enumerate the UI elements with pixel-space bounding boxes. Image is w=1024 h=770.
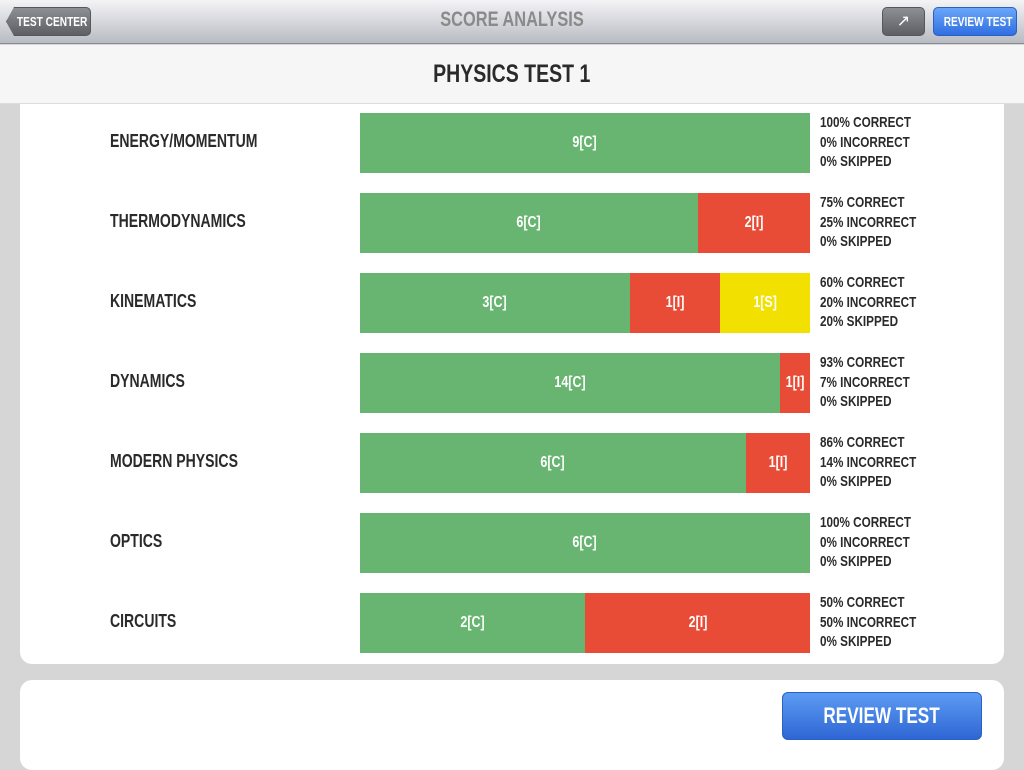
- topic-name: MODERN PHYSICS: [110, 451, 238, 471]
- skipped-percent: 0% SKIPPED: [820, 473, 892, 490]
- topic-name: ENERGY/MOMENTUM: [110, 131, 258, 151]
- incorrect-percent: 0% INCORRECT: [820, 133, 910, 151]
- score-bar: 6[C]: [360, 513, 810, 573]
- correct-segment: 6[C]: [360, 433, 746, 493]
- skipped-percent: 0% SKIPPED: [820, 633, 892, 650]
- incorrect-count-label: 1[I]: [785, 374, 805, 391]
- review-test-top-button[interactable]: REVIEW TEST: [933, 7, 1017, 36]
- review-test-label: REVIEW TEST: [823, 703, 941, 728]
- skipped-segment: 1[S]: [720, 273, 810, 333]
- correct-percent: 100% CORRECT: [820, 114, 912, 131]
- score-bar: 2[C] 2[I]: [360, 593, 810, 653]
- incorrect-segment: 1[I]: [630, 273, 720, 333]
- share-button[interactable]: ↗︎: [882, 7, 925, 36]
- skipped-percent: 20% SKIPPED: [820, 313, 899, 330]
- skipped-percent: 0% SKIPPED: [820, 153, 892, 170]
- topic-row: ENERGY/MOMENTUM 9[C] 100% CORRECT 0% INC…: [20, 113, 1004, 173]
- topic-row: THERMODYNAMICS 6[C] 2[I] 75% CORRECT 25% …: [20, 193, 1004, 253]
- topic-name: CIRCUITS: [110, 611, 177, 631]
- correct-percent: 60% CORRECT: [820, 274, 905, 291]
- skipped-percent: 0% SKIPPED: [820, 393, 892, 410]
- page-title: PHYSICS TEST 1: [0, 45, 1024, 104]
- nav-title: SCORE ANALYSIS: [0, 8, 1024, 32]
- nav-title-text: SCORE ANALYSIS: [440, 8, 584, 31]
- incorrect-percent: 0% INCORRECT: [820, 533, 910, 551]
- topic-stats: 86% CORRECT 14% INCORRECT 0% SKIPPED: [820, 433, 943, 492]
- topic-stats: 50% CORRECT 50% INCORRECT 0% SKIPPED: [820, 593, 943, 652]
- topic-name: KINEMATICS: [110, 291, 197, 311]
- back-label: TEST CENTER: [16, 14, 88, 29]
- skipped-percent: 0% SKIPPED: [820, 553, 892, 570]
- correct-segment: 9[C]: [360, 113, 810, 173]
- correct-count-label: 6[C]: [540, 454, 565, 471]
- topic-row: OPTICS 6[C] 100% CORRECT 0% INCORRECT 0%…: [20, 513, 1004, 573]
- topic-name: THERMODYNAMICS: [110, 211, 246, 231]
- correct-percent: 50% CORRECT: [820, 594, 905, 611]
- incorrect-segment: 2[I]: [697, 193, 810, 253]
- correct-count-label: 2[C]: [460, 614, 485, 631]
- score-bar: 14[C] 1[I]: [360, 353, 810, 413]
- correct-percent: 100% CORRECT: [820, 514, 912, 531]
- review-test-button[interactable]: REVIEW TEST: [782, 692, 982, 740]
- topic-stats: 75% CORRECT 25% INCORRECT 0% SKIPPED: [820, 193, 943, 252]
- incorrect-percent: 14% INCORRECT: [820, 453, 917, 471]
- score-bar: 6[C] 2[I]: [360, 193, 810, 253]
- correct-percent: 86% CORRECT: [820, 434, 905, 451]
- correct-count-label: 14[C]: [554, 374, 586, 391]
- incorrect-count-label: 1[I]: [665, 294, 685, 311]
- skipped-count-label: 1[S]: [753, 294, 777, 311]
- score-bar: 6[C] 1[I]: [360, 433, 810, 493]
- incorrect-count-label: 2[I]: [744, 214, 764, 231]
- back-button-test-center[interactable]: TEST CENTER: [6, 7, 91, 36]
- page-title-text: PHYSICS TEST 1: [433, 60, 591, 88]
- review-label: REVIEW TEST: [943, 14, 1013, 29]
- correct-count-label: 9[C]: [572, 134, 598, 151]
- nav-bar: TEST CENTER SCORE ANALYSIS ↗︎ REVIEW TES…: [0, 0, 1024, 44]
- correct-count-label: 6[C]: [572, 534, 598, 551]
- incorrect-segment: 2[I]: [585, 593, 810, 653]
- incorrect-percent: 20% INCORRECT: [820, 293, 917, 311]
- correct-count-label: 6[C]: [516, 214, 541, 231]
- skipped-percent: 0% SKIPPED: [820, 233, 892, 250]
- incorrect-percent: 50% INCORRECT: [820, 613, 917, 631]
- incorrect-segment: 1[I]: [745, 433, 810, 493]
- topic-stats: 100% CORRECT 0% INCORRECT 0% SKIPPED: [820, 113, 937, 172]
- correct-segment: 14[C]: [360, 353, 780, 413]
- topic-row: DYNAMICS 14[C] 1[I] 93% CORRECT 7% INCORR…: [20, 353, 1004, 413]
- incorrect-percent: 7% INCORRECT: [820, 373, 910, 391]
- topic-row: CIRCUITS 2[C] 2[I] 50% CORRECT 50% INCORR…: [20, 593, 1004, 653]
- correct-percent: 93% CORRECT: [820, 354, 905, 371]
- topic-row: KINEMATICS 3[C] 1[I] 1[S] 60% CORRECT 20% …: [20, 273, 1004, 333]
- topic-stats: 93% CORRECT 7% INCORRECT 0% SKIPPED: [820, 353, 935, 412]
- score-bar: 9[C]: [360, 113, 810, 173]
- correct-segment: 6[C]: [360, 193, 698, 253]
- score-bar: 3[C] 1[I] 1[S]: [360, 273, 810, 333]
- topic-row: MODERN PHYSICS 6[C] 1[I] 86% CORRECT 14% …: [20, 433, 1004, 493]
- topic-breakdown-card: ENERGY/MOMENTUM 9[C] 100% CORRECT 0% INC…: [20, 104, 1004, 664]
- incorrect-segment: 1[I]: [780, 353, 810, 413]
- topic-name: DYNAMICS: [110, 371, 185, 391]
- correct-percent: 75% CORRECT: [820, 194, 905, 211]
- share-icon: ↗︎: [896, 13, 911, 30]
- correct-count-label: 3[C]: [482, 294, 508, 311]
- correct-segment: 2[C]: [360, 593, 585, 653]
- incorrect-percent: 25% INCORRECT: [820, 213, 917, 231]
- topic-stats: 60% CORRECT 20% INCORRECT 20% SKIPPED: [820, 273, 943, 332]
- correct-segment: 3[C]: [360, 273, 630, 333]
- topic-stats: 100% CORRECT 0% INCORRECT 0% SKIPPED: [820, 513, 937, 572]
- topic-name: OPTICS: [110, 531, 163, 551]
- incorrect-count-label: 1[I]: [768, 454, 788, 471]
- correct-segment: 6[C]: [360, 513, 810, 573]
- incorrect-count-label: 2[I]: [688, 614, 707, 631]
